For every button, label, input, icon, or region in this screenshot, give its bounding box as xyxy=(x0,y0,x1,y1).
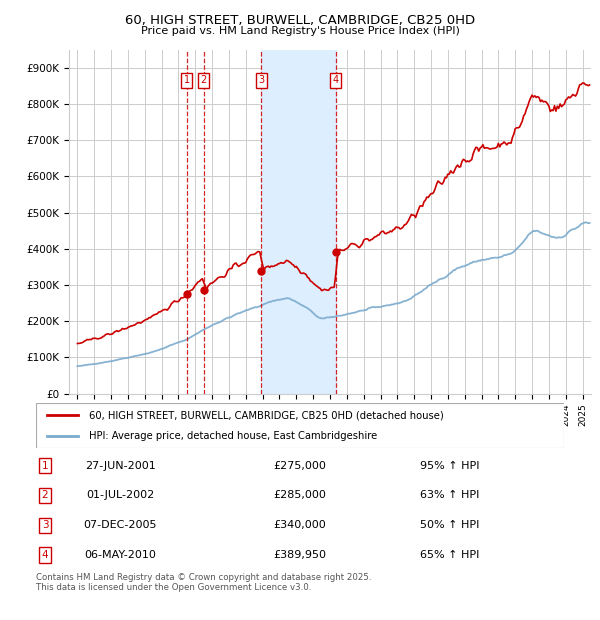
Text: 1: 1 xyxy=(184,76,190,86)
Text: £275,000: £275,000 xyxy=(274,461,326,471)
Text: 95% ↑ HPI: 95% ↑ HPI xyxy=(420,461,480,471)
Text: 06-MAY-2010: 06-MAY-2010 xyxy=(84,550,156,560)
Text: 27-JUN-2001: 27-JUN-2001 xyxy=(85,461,155,471)
FancyBboxPatch shape xyxy=(36,403,564,448)
Text: 65% ↑ HPI: 65% ↑ HPI xyxy=(421,550,479,560)
Text: 3: 3 xyxy=(41,520,49,530)
Text: 2: 2 xyxy=(200,76,207,86)
Text: 60, HIGH STREET, BURWELL, CAMBRIDGE, CB25 0HD: 60, HIGH STREET, BURWELL, CAMBRIDGE, CB2… xyxy=(125,14,475,27)
Bar xyxy=(262,50,336,394)
Text: Contains HM Land Registry data © Crown copyright and database right 2025.
This d: Contains HM Land Registry data © Crown c… xyxy=(36,573,371,592)
Text: 2: 2 xyxy=(41,490,49,500)
Text: 60, HIGH STREET, BURWELL, CAMBRIDGE, CB25 0HD (detached house): 60, HIGH STREET, BURWELL, CAMBRIDGE, CB2… xyxy=(89,410,443,420)
Text: 01-JUL-2002: 01-JUL-2002 xyxy=(86,490,154,500)
Text: 3: 3 xyxy=(259,76,265,86)
Text: HPI: Average price, detached house, East Cambridgeshire: HPI: Average price, detached house, East… xyxy=(89,430,377,441)
Text: £389,950: £389,950 xyxy=(274,550,326,560)
Text: £285,000: £285,000 xyxy=(274,490,326,500)
Text: 1: 1 xyxy=(41,461,49,471)
Text: Price paid vs. HM Land Registry's House Price Index (HPI): Price paid vs. HM Land Registry's House … xyxy=(140,26,460,36)
Text: 07-DEC-2005: 07-DEC-2005 xyxy=(83,520,157,530)
Text: 63% ↑ HPI: 63% ↑ HPI xyxy=(421,490,479,500)
Text: 4: 4 xyxy=(41,550,49,560)
Text: 50% ↑ HPI: 50% ↑ HPI xyxy=(421,520,479,530)
Text: £340,000: £340,000 xyxy=(274,520,326,530)
Text: 4: 4 xyxy=(333,76,339,86)
